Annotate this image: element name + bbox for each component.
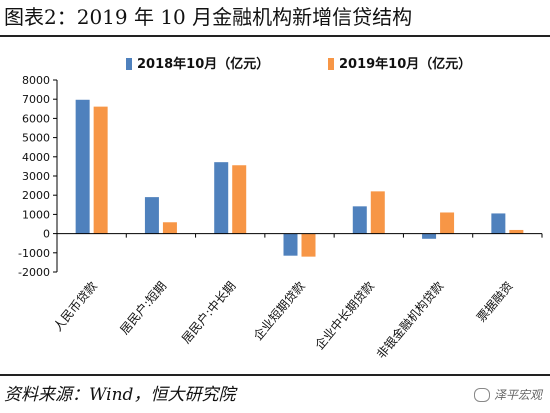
y-tick-label: -2000	[18, 266, 50, 279]
bar	[509, 229, 524, 234]
y-tick-label: 3000	[22, 170, 50, 183]
bar	[93, 106, 108, 234]
legend-swatch	[328, 58, 334, 70]
title-rule	[0, 35, 550, 37]
bar	[352, 206, 367, 234]
x-tick-label: 非银金融机构贷款	[373, 278, 446, 361]
y-tick-label: 0	[43, 228, 50, 241]
bar	[440, 212, 455, 234]
y-tick-label: 5000	[22, 132, 50, 145]
x-tick-label: 居民户:中长期	[178, 278, 238, 346]
x-tick-label: 企业中长期贷款	[312, 278, 377, 352]
bar	[301, 233, 316, 257]
y-tick-label: 2000	[22, 189, 50, 202]
y-tick-label: 8000	[22, 74, 50, 87]
bar	[232, 165, 247, 234]
x-tick-label: 人民币贷款	[51, 279, 100, 334]
bar	[370, 191, 385, 234]
bar	[491, 213, 506, 234]
legend-label: 2019年10月（亿元）	[339, 56, 471, 72]
legend-item: 2018年10月（亿元）	[126, 56, 269, 72]
bar	[214, 162, 229, 234]
x-tick-label: 票据融资	[474, 279, 516, 325]
bar	[162, 222, 177, 234]
source-rule	[0, 374, 550, 376]
y-tick-label: -1000	[18, 247, 50, 260]
x-tick-label: 居民户:短期	[117, 278, 170, 337]
bar-chart: 2018年10月（亿元） 2019年10月（亿元） 8000 7000 6000 5000…	[18, 56, 543, 361]
legend-item: 2019年10月（亿元）	[328, 56, 471, 72]
bar	[75, 99, 90, 234]
watermark-text: 泽平宏观	[493, 388, 542, 402]
chart-title: 图表2：2019 年 10 月金融机构新增信贷结构	[4, 5, 413, 29]
wechat-icon	[473, 387, 490, 402]
bar	[144, 197, 159, 234]
y-tick-label: 6000	[22, 112, 50, 125]
y-tick-label: 7000	[22, 93, 50, 106]
legend-swatch	[126, 58, 132, 70]
watermark: 泽平宏观	[473, 386, 542, 403]
source-note: 资料来源：Wind，恒大研究院	[4, 385, 236, 405]
y-tick-label: 1000	[22, 208, 50, 221]
legend-label: 2018年10月（亿元）	[137, 56, 269, 72]
x-tick-label: 企业短期贷款	[250, 278, 308, 343]
y-tick-label: 4000	[22, 151, 50, 164]
bar	[422, 233, 437, 239]
bar	[283, 233, 298, 256]
